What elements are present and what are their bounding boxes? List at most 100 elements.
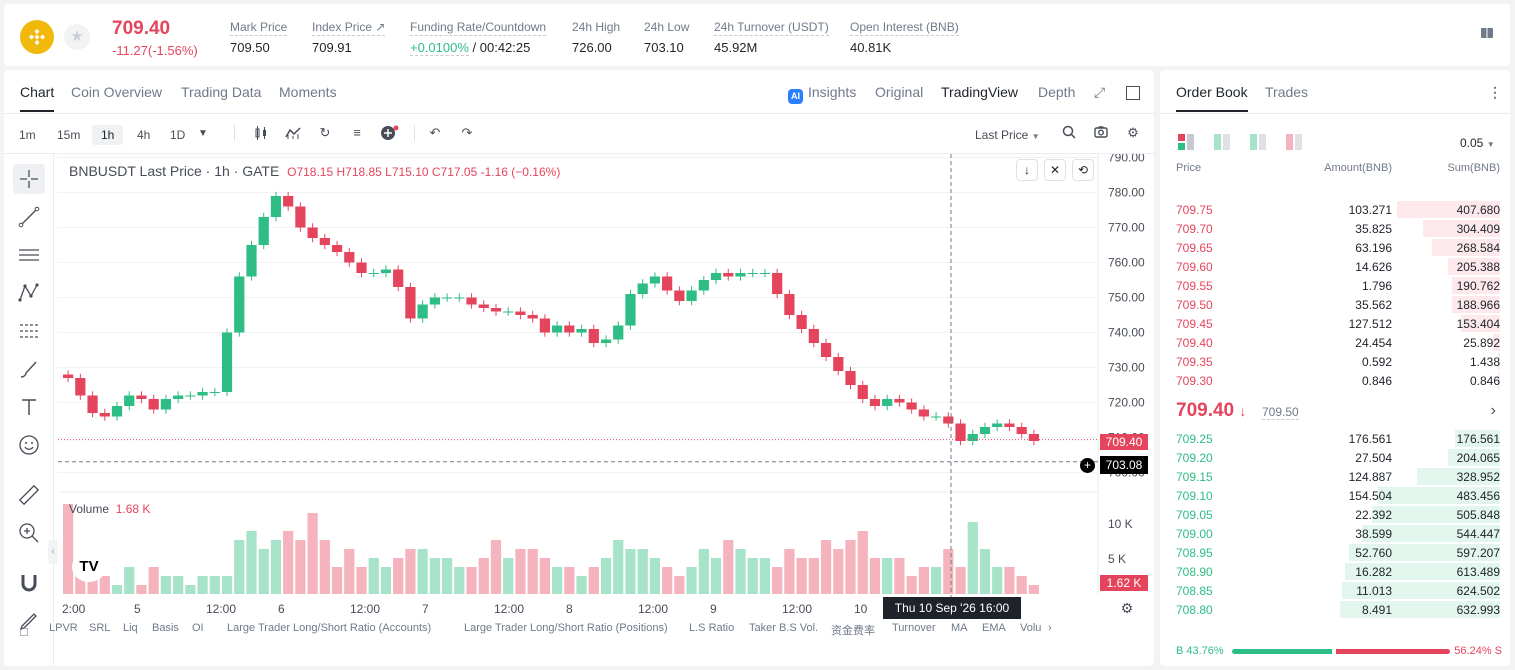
last-price-select[interactable]: Last Price ▼ [970,125,1045,145]
precision-select[interactable]: 0.05 ▼ [1460,136,1495,150]
chart-settings-icon[interactable]: ⚙ [1120,600,1134,616]
indicator-item[interactable]: Taker B.S Vol. [749,622,819,634]
order-book-row[interactable]: 708.95 52.760 597.207 [1176,543,1500,562]
order-book-row[interactable]: 708.90 16.282 613.489 [1176,562,1500,581]
indicator-item[interactable]: SRL [89,622,111,634]
price-chart[interactable]: 790.00 780.00 770.00 760.00 750.00 740.00 730.… [58,154,1150,620]
order-book-row[interactable]: 709.70 35.825 304.409 [1176,219,1500,238]
pattern-tool-icon[interactable] [13,278,45,308]
chevron-right-icon[interactable]: › [1048,622,1052,634]
depth-asks-icon[interactable] [1286,134,1302,150]
horizontal-lines-icon[interactable] [13,240,45,270]
indicator-item[interactable]: Large Trader Long/Short Ratio (Positions… [464,622,668,634]
tab-order-book[interactable]: Order Book [1176,84,1248,112]
zoom-in-icon[interactable] [13,518,45,548]
undo-icon[interactable]: ↶ [429,125,441,140]
stat-index-price[interactable]: Index Price ↗ 709.91 [312,18,386,55]
add-alert-icon[interactable] [380,125,399,144]
order-book-row[interactable]: 709.75 103.271 407.680 [1176,200,1500,219]
interval-15m[interactable]: 15m [57,128,81,142]
stat-24h-turnover[interactable]: 24h Turnover (USDT) 45.92M [714,18,829,55]
indicator-toggle-icon[interactable]: □ [20,624,28,639]
indicator-item[interactable]: Volu [1020,622,1042,634]
chevron-right-icon[interactable]: › [1490,402,1496,419]
add-order-icon[interactable]: + [1080,458,1095,473]
book-icon[interactable] [1478,26,1496,44]
order-book-row[interactable]: 709.05 22.392 505.848 [1176,505,1500,524]
order-book-row[interactable]: 709.60 14.626 205.388 [1176,257,1500,276]
crosshair-icon[interactable] [13,164,45,194]
stat-mark-price[interactable]: Mark Price 709.50 [230,18,288,55]
settings-gear-icon[interactable]: ⚙ [1127,125,1139,140]
order-book-row[interactable]: 709.55 1.796 190.762 [1176,276,1500,295]
view-original[interactable]: Original [875,84,924,100]
brush-icon[interactable] [13,354,45,384]
redo-icon[interactable]: ↷ [461,125,473,140]
indicator-item[interactable]: Basis [152,622,179,634]
depth-bids-icon[interactable] [1214,134,1230,150]
order-book-row[interactable]: 709.20 27.504 204.065 [1176,448,1500,467]
indicator-item[interactable]: Liq [123,622,138,634]
interval-4h[interactable]: 4h [137,128,151,142]
order-book-row[interactable]: 709.30 0.846 0.846 [1176,371,1500,390]
favorite-star-icon[interactable]: ★ [64,24,90,50]
indicator-item[interactable]: Large Trader Long/Short Ratio (Accounts) [227,622,432,634]
tab-trading-data[interactable]: Trading Data [181,84,262,100]
order-book-row[interactable]: 709.45 127.512 153.404 [1176,314,1500,333]
magnet-icon[interactable] [13,568,45,598]
stat-open-interest[interactable]: Open Interest (BNB) 40.81K [850,18,959,55]
order-book-row[interactable]: 708.85 11.013 624.502 [1176,581,1500,600]
arrow-down-icon[interactable]: ↓ [1016,159,1038,181]
tab-coin-overview[interactable]: Coin Overview [71,84,163,100]
indicator-item[interactable]: LPVR [49,622,78,634]
order-book-row[interactable]: 709.15 124.887 328.952 [1176,467,1500,486]
ruler-icon[interactable] [13,480,45,510]
indicator-item[interactable]: 资金费率 [831,625,875,637]
interval-dropdown-icon[interactable]: ▼ [198,128,208,139]
search-icon[interactable] [1060,125,1078,142]
window-icon[interactable] [1126,86,1140,100]
expand-icon[interactable]: ⤢ [1094,84,1106,100]
template-icon[interactable]: ≡ [353,125,361,140]
indicator-item[interactable]: OI [192,622,204,634]
compress-icon[interactable]: ✕ [1044,159,1066,181]
view-tradingview[interactable]: TradingView [941,84,1019,100]
fullscreen-icon[interactable]: ⟲ [1072,159,1094,181]
tab-moments[interactable]: Moments [279,84,337,100]
indicator-item[interactable]: EMA [982,622,1006,634]
indicator-item[interactable]: MA [951,622,968,634]
replay-icon[interactable]: ↻ [319,125,331,140]
indicators-icon[interactable] [284,125,302,144]
interval-1h[interactable]: 1h [92,125,124,145]
order-book-row[interactable]: 709.40 24.454 25.892 [1176,333,1500,352]
interval-1d[interactable]: 1D [170,128,186,142]
more-menu-icon[interactable]: ⋮ [1488,84,1502,100]
order-book-row[interactable]: 709.65 63.196 268.584 [1176,238,1500,257]
order-book-row[interactable]: 709.10 154.504 483.456 [1176,486,1500,505]
order-book-row[interactable]: 708.80 8.491 632.993 [1176,600,1500,619]
depth-green-icon[interactable] [1250,134,1266,150]
order-book-row[interactable]: 709.25 176.561 176.561 [1176,429,1500,448]
insights-button[interactable]: AI Insights [788,84,856,104]
indicator-item[interactable]: Turnover [892,622,936,634]
interval-1m[interactable]: 1m [19,128,36,142]
trend-line-icon[interactable] [13,202,45,232]
tab-trades[interactable]: Trades [1265,84,1309,100]
camera-icon[interactable] [1092,125,1110,142]
mid-price[interactable]: 709.40 ↓ [1176,400,1246,422]
order-book-row[interactable]: 709.00 38.599 544.447 [1176,524,1500,543]
pencil-icon[interactable] [13,606,45,636]
emoji-icon[interactable] [13,430,45,460]
tab-chart[interactable]: Chart [20,84,55,112]
indicator-item[interactable]: L.S Ratio [689,622,735,634]
depth-both-icon[interactable] [1178,134,1194,150]
candle-type-icon[interactable] [252,125,270,144]
text-tool-icon[interactable] [13,392,45,422]
funding-rate-value[interactable]: +0.0100% [410,40,469,56]
order-book-row[interactable]: 709.50 35.562 188.966 [1176,295,1500,314]
collapse-toolbar-icon[interactable]: ‹ [48,540,58,564]
view-depth[interactable]: Depth [1038,84,1076,100]
stat-funding-rate[interactable]: Funding Rate/Countdown +0.0100% / 00:42:… [410,18,547,56]
fibonacci-icon[interactable] [13,316,45,346]
order-book-row[interactable]: 709.35 0.592 1.438 [1176,352,1500,371]
